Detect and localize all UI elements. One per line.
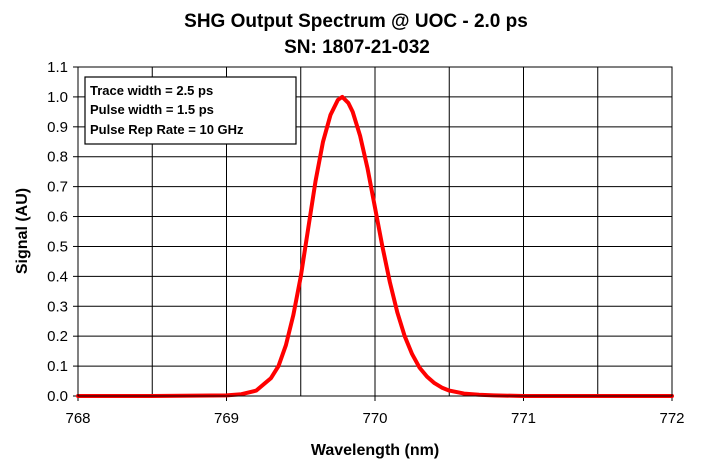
data-point (346, 101, 350, 105)
x-tick-label: 771 (511, 410, 536, 427)
annotation-line-1: Trace width = 2.5 ps (90, 83, 213, 98)
y-tick-label: 0.3 (47, 298, 68, 315)
data-point (276, 364, 281, 368)
data-point (351, 110, 355, 114)
chart-subtitle: SN: 1807-21-032 (284, 37, 430, 58)
data-point (358, 134, 362, 138)
y-tick-label: 0.2 (47, 328, 68, 345)
data-point (432, 381, 436, 385)
data-point (366, 167, 370, 171)
data-point (373, 206, 377, 210)
y-tick-label: 0.9 (47, 119, 68, 136)
data-point (447, 389, 451, 393)
data-point (343, 98, 347, 102)
data-point (410, 352, 414, 356)
data-point (403, 334, 407, 338)
data-point (462, 392, 466, 396)
y-tick-label: 0.5 (47, 238, 68, 255)
data-point (291, 313, 295, 317)
y-tick-label: 0.4 (47, 268, 68, 285)
data-point (336, 98, 340, 102)
x-tick-label: 768 (65, 410, 90, 427)
y-tick-label: 0.1 (47, 358, 68, 375)
data-point (440, 386, 444, 390)
y-tick-label: 0.0 (47, 388, 68, 405)
data-point (395, 310, 399, 314)
data-point (328, 113, 333, 117)
y-tick-label: 0.6 (47, 209, 68, 226)
data-point (284, 343, 288, 347)
plot-area-border (77, 66, 673, 397)
annotation-frame (84, 76, 297, 145)
data-point (314, 179, 318, 183)
x-tick-label: 770 (362, 410, 387, 427)
data-point (340, 95, 344, 99)
data-point (321, 140, 325, 144)
data-point (425, 375, 429, 379)
data-point (239, 392, 243, 396)
x-tick-label: 772 (659, 410, 684, 427)
data-point (299, 274, 303, 278)
annotation-line-2: Pulse width = 1.5 ps (90, 102, 214, 117)
y-tick-label: 1.1 (47, 59, 68, 76)
annotation-box: Trace width = 2.5 ps Pulse width = 1.5 p… (84, 76, 297, 145)
data-point (417, 366, 422, 370)
x-axis-title: Wavelength (nm) (311, 442, 439, 459)
tick-labels: 0.0 0.1 0.2 0.3 0.4 0.5 0.6 0.7 0.8 0.9 1.0 1.1 768 7… (47, 59, 684, 427)
data-point (492, 393, 496, 397)
y-tick-label: 0.7 (47, 179, 68, 196)
data-point (269, 376, 273, 380)
data-point (224, 393, 229, 397)
y-axis-title: Signal (AU) (14, 188, 31, 274)
chart-title: SHG Output Spectrum @ UOC - 2.0 ps (184, 11, 528, 32)
y-tick-label: 1.0 (47, 89, 68, 106)
y-tick-label: 0.8 (47, 149, 68, 166)
x-tick-label: 769 (214, 410, 239, 427)
data-point (306, 226, 310, 231)
annotation-line-3: Pulse Rep Rate = 10 GHz (90, 122, 244, 137)
data-point (254, 389, 258, 393)
data-point (388, 280, 392, 284)
data-point (380, 244, 384, 249)
